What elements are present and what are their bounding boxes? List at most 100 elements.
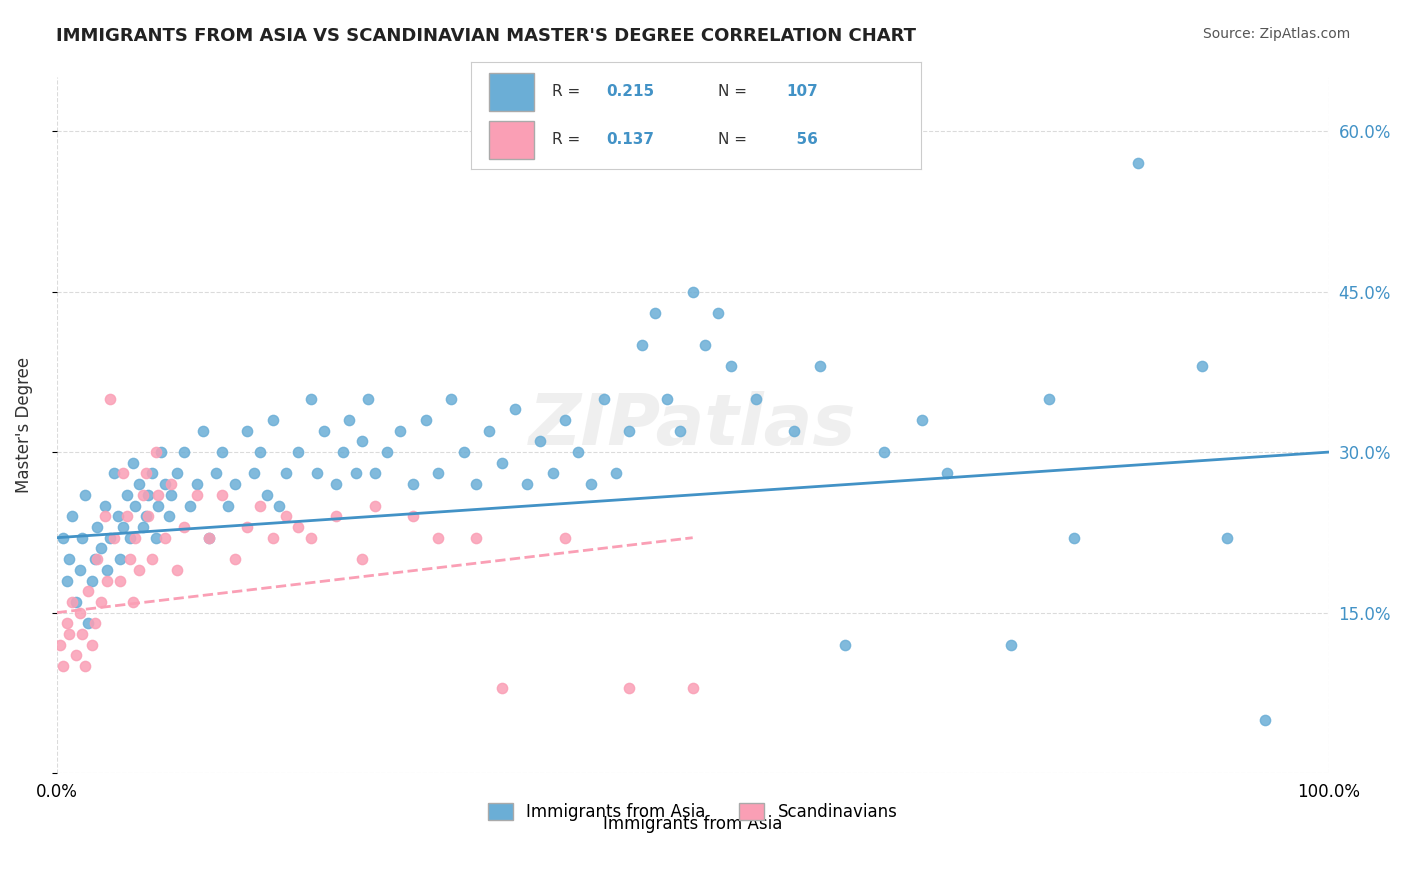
- Point: [179, 499, 201, 513]
- Point: [186, 488, 208, 502]
- Point: [567, 445, 589, 459]
- Point: [58, 552, 80, 566]
- Point: [630, 338, 652, 352]
- Point: [166, 563, 188, 577]
- Point: [56, 574, 79, 588]
- Point: [707, 306, 730, 320]
- Point: [808, 359, 831, 374]
- Point: [122, 595, 145, 609]
- Point: [287, 445, 309, 459]
- Point: [269, 499, 291, 513]
- Point: [1038, 392, 1060, 406]
- Point: [1216, 531, 1239, 545]
- Point: [224, 552, 246, 566]
- Point: [65, 595, 87, 609]
- Point: [682, 285, 704, 299]
- Point: [98, 392, 121, 406]
- Point: [834, 638, 856, 652]
- Point: [52, 531, 75, 545]
- Point: [337, 413, 360, 427]
- Point: [465, 477, 488, 491]
- Point: [111, 520, 134, 534]
- Point: [427, 467, 450, 481]
- Point: [669, 424, 692, 438]
- Point: [516, 477, 538, 491]
- Point: [644, 306, 666, 320]
- Point: [427, 531, 450, 545]
- Point: [579, 477, 602, 491]
- Point: [70, 627, 93, 641]
- Text: N =: N =: [718, 84, 752, 99]
- Point: [592, 392, 614, 406]
- Text: 0.215: 0.215: [606, 84, 654, 99]
- Point: [136, 488, 159, 502]
- Point: [453, 445, 475, 459]
- Point: [541, 467, 564, 481]
- Point: [166, 467, 188, 481]
- Point: [149, 445, 172, 459]
- Text: 56: 56: [786, 132, 818, 147]
- Point: [103, 531, 125, 545]
- Point: [617, 424, 640, 438]
- Point: [103, 467, 125, 481]
- Point: [236, 424, 259, 438]
- Y-axis label: Master's Degree: Master's Degree: [15, 358, 32, 493]
- Point: [1063, 531, 1085, 545]
- Point: [160, 477, 183, 491]
- Point: [491, 681, 513, 695]
- Point: [124, 499, 146, 513]
- Point: [110, 574, 132, 588]
- Text: 107: 107: [786, 84, 818, 99]
- Point: [745, 392, 768, 406]
- Point: [96, 574, 118, 588]
- Point: [132, 488, 155, 502]
- Point: [77, 616, 100, 631]
- Point: [128, 563, 150, 577]
- Point: [69, 606, 91, 620]
- Point: [299, 531, 322, 545]
- Point: [440, 392, 463, 406]
- Point: [249, 499, 271, 513]
- Point: [56, 616, 79, 631]
- Point: [153, 531, 176, 545]
- Point: [720, 359, 742, 374]
- Point: [111, 467, 134, 481]
- Point: [94, 509, 117, 524]
- Point: [211, 445, 233, 459]
- Point: [1254, 713, 1277, 727]
- Point: [695, 338, 717, 352]
- Point: [249, 445, 271, 459]
- Point: [357, 392, 380, 406]
- Point: [115, 488, 138, 502]
- Point: [350, 434, 373, 449]
- Point: [312, 424, 335, 438]
- Point: [86, 552, 108, 566]
- Point: [141, 552, 163, 566]
- Point: [128, 477, 150, 491]
- Point: [157, 509, 180, 524]
- Point: [554, 531, 576, 545]
- Point: [96, 563, 118, 577]
- Point: [153, 477, 176, 491]
- Point: [682, 681, 704, 695]
- Point: [173, 520, 195, 534]
- Point: [132, 520, 155, 534]
- Point: [262, 531, 284, 545]
- Point: [1126, 156, 1149, 170]
- Point: [70, 531, 93, 545]
- Text: R =: R =: [553, 132, 585, 147]
- Point: [124, 531, 146, 545]
- Point: [122, 456, 145, 470]
- Point: [83, 552, 105, 566]
- Point: [90, 595, 112, 609]
- Point: [783, 424, 806, 438]
- Point: [617, 681, 640, 695]
- Point: [402, 477, 425, 491]
- Point: [554, 413, 576, 427]
- Point: [191, 424, 214, 438]
- Point: [73, 488, 96, 502]
- Point: [82, 574, 104, 588]
- Text: N =: N =: [718, 132, 752, 147]
- Point: [115, 509, 138, 524]
- Point: [107, 509, 129, 524]
